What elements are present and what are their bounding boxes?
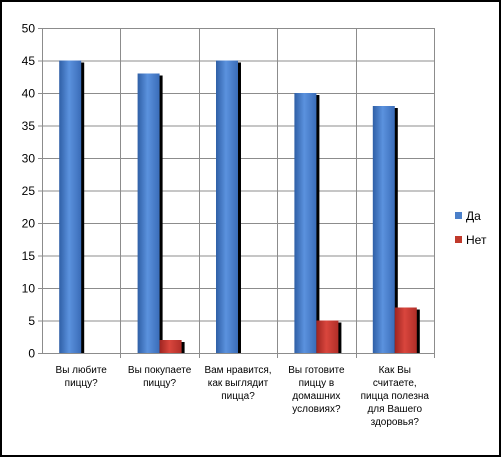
y-tick-label: 15 <box>22 249 36 263</box>
legend: Да Нет <box>455 209 487 247</box>
bar-yes-4 <box>372 106 395 353</box>
bar-no-1 <box>159 340 182 353</box>
x-category-label: Вам нравится, как выглядит пицца? <box>204 365 271 402</box>
axis-layer <box>38 28 435 358</box>
y-tick-label: 40 <box>22 87 36 101</box>
y-tick-label: 35 <box>22 119 36 133</box>
x-category-label: Вы готовите пиццу в домашних условиях? <box>288 365 345 415</box>
legend-swatch-yes <box>455 212 462 219</box>
y-tick-label: 5 <box>28 314 35 328</box>
y-tick-label: 0 <box>28 347 35 361</box>
labels-layer: 0 5 10 15 20 25 30 35 40 45 50 Вы любите пиццу? Вы по… <box>22 22 430 429</box>
y-tick-label: 20 <box>22 217 36 231</box>
legend-label-yes: Да <box>466 209 481 223</box>
bar-yes-0 <box>59 60 82 353</box>
y-tick-label: 30 <box>22 152 36 166</box>
bars-layer <box>59 60 420 353</box>
x-category-label: Вы любите пиццу? <box>56 364 108 389</box>
x-category-label: Как Вы считаете, пицца полезна для Вашего зд… <box>361 365 430 428</box>
y-tick-label: 45 <box>22 54 36 68</box>
legend-label-no: Нет <box>466 233 487 247</box>
legend-swatch-no <box>455 236 462 243</box>
bar-yes-2 <box>216 60 238 353</box>
y-tick-label: 10 <box>22 282 36 296</box>
x-category-label: Вы покупаете пиццу? <box>128 365 192 389</box>
y-tick-label: 50 <box>22 22 36 36</box>
y-tick-label: 25 <box>22 184 36 198</box>
bar-yes-1 <box>137 73 160 353</box>
bar-yes-3 <box>294 93 317 353</box>
bar-no-4 <box>394 307 417 353</box>
bar-no-3 <box>316 320 339 353</box>
